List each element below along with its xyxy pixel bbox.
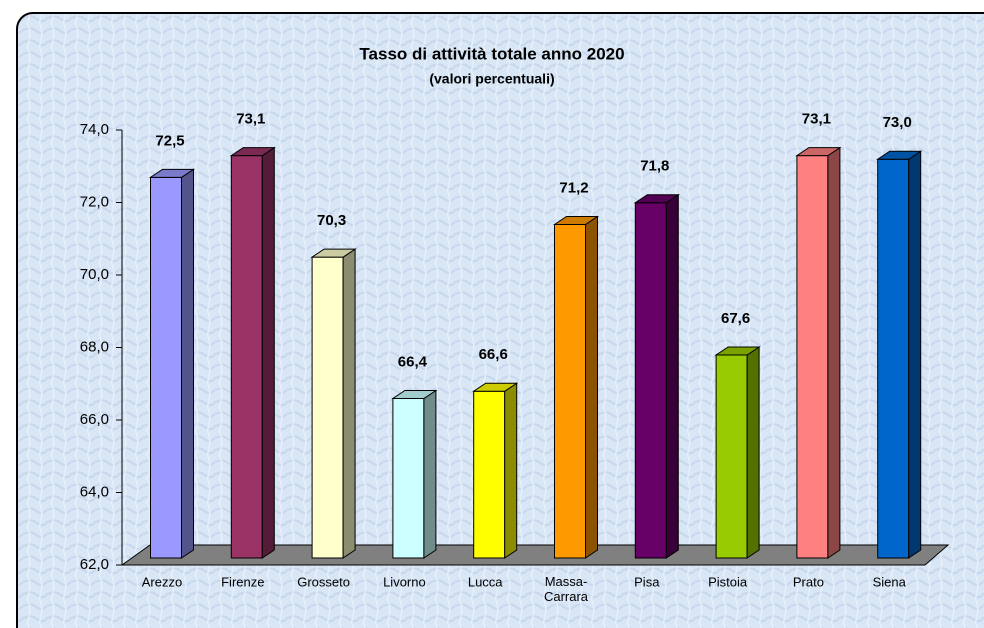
x-tick-label: Lucca bbox=[468, 574, 503, 589]
x-tick-label: Livorno bbox=[383, 574, 426, 589]
y-tick-label: 70,0 bbox=[80, 266, 109, 283]
bar-side bbox=[423, 389, 437, 559]
bar-front bbox=[715, 354, 748, 559]
bar-side bbox=[342, 248, 356, 559]
bar bbox=[229, 146, 276, 559]
bar-side bbox=[827, 146, 841, 559]
y-tick-label: 66,0 bbox=[80, 411, 109, 428]
value-label: 72,5 bbox=[155, 132, 184, 149]
bar-top bbox=[876, 150, 923, 160]
value-label: 71,2 bbox=[559, 179, 588, 196]
bar-side bbox=[504, 382, 518, 559]
bar-front bbox=[796, 155, 829, 559]
bar-top bbox=[795, 147, 842, 157]
value-label: 71,8 bbox=[640, 158, 669, 175]
bar-top bbox=[229, 147, 276, 157]
value-label: 73,0 bbox=[883, 114, 912, 131]
bar-top bbox=[391, 390, 438, 399]
bar-front bbox=[554, 224, 586, 559]
y-tick-label: 72,0 bbox=[80, 193, 109, 210]
x-tick-label: Prato bbox=[793, 574, 824, 589]
value-label: 70,3 bbox=[317, 212, 346, 229]
bar-side bbox=[261, 146, 275, 559]
bar bbox=[633, 193, 680, 559]
y-tick-label: 62,0 bbox=[80, 556, 109, 573]
y-tick-label: 64,0 bbox=[80, 483, 109, 500]
bar-front bbox=[473, 390, 506, 559]
bar-top bbox=[714, 346, 761, 356]
value-label: 66,4 bbox=[398, 353, 428, 370]
bar bbox=[876, 150, 923, 559]
bar bbox=[391, 389, 438, 559]
chart-title: Tasso di attività totale anno 2020 bbox=[359, 44, 624, 63]
x-tick-label: Pisa bbox=[634, 574, 660, 589]
bar bbox=[472, 382, 519, 559]
x-tick-label: Grosseto bbox=[297, 574, 350, 589]
bar-front bbox=[230, 155, 263, 559]
bar-front bbox=[150, 176, 182, 559]
bar-front bbox=[311, 256, 344, 559]
x-tick-label: Siena bbox=[873, 574, 907, 589]
bar-side bbox=[908, 150, 922, 559]
bar bbox=[795, 146, 842, 559]
value-label: 73,1 bbox=[802, 111, 831, 128]
bar-side bbox=[585, 215, 598, 559]
bar bbox=[552, 215, 600, 559]
value-label: 66,6 bbox=[479, 346, 508, 363]
bar-top bbox=[310, 248, 357, 258]
bar-front bbox=[392, 398, 425, 559]
value-label: 73,1 bbox=[236, 111, 265, 128]
bar-front bbox=[877, 158, 910, 559]
x-tick-label: Massa-Carrara bbox=[544, 574, 589, 604]
bar bbox=[714, 346, 761, 559]
x-tick-label: Arezzo bbox=[142, 574, 182, 589]
chart-subtitle: (valori percentuali) bbox=[429, 71, 554, 87]
bar-front bbox=[634, 202, 667, 559]
bar-top bbox=[148, 168, 196, 178]
y-tick-label: 68,0 bbox=[80, 338, 109, 355]
bar-side bbox=[665, 193, 679, 559]
bar-top bbox=[472, 382, 519, 392]
bar bbox=[310, 248, 357, 559]
bar-side bbox=[746, 346, 760, 559]
x-tick-label: Pistoia bbox=[708, 574, 748, 589]
x-tick-label: Firenze bbox=[221, 574, 264, 589]
bar-side bbox=[181, 168, 194, 559]
y-tick-label: 74,0 bbox=[80, 121, 109, 138]
bar-top bbox=[552, 216, 600, 225]
bar bbox=[148, 168, 196, 559]
value-label: 67,6 bbox=[721, 310, 750, 327]
bar-top bbox=[633, 194, 680, 204]
